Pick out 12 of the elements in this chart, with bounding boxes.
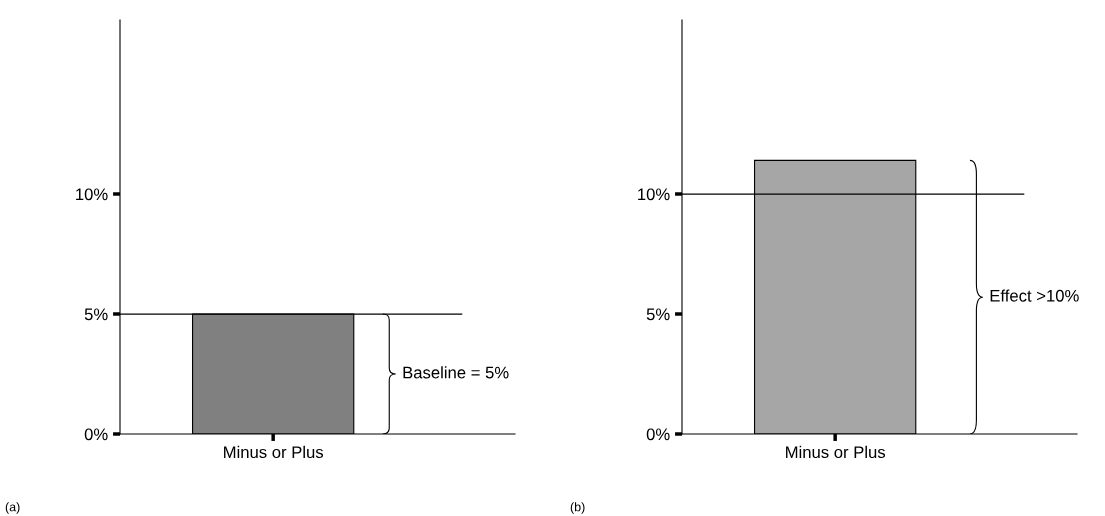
x-tick-label: Minus or Plus <box>786 445 886 459</box>
y-tick-label: 5% <box>84 308 108 321</box>
y-tick-label: 0% <box>646 428 670 441</box>
text: Baseline = 5% <box>403 366 509 379</box>
y-tick-label: 0% <box>84 428 108 441</box>
y-tick-label: 10% <box>76 188 108 201</box>
y-tick-label: 5% <box>646 308 670 321</box>
x-tick-label: Minus or Plus <box>224 445 324 459</box>
text: Effect >10% <box>990 289 1079 302</box>
text: (b) <box>570 502 585 514</box>
text: (a) <box>5 502 20 514</box>
y-tick-label: 10% <box>638 188 670 201</box>
